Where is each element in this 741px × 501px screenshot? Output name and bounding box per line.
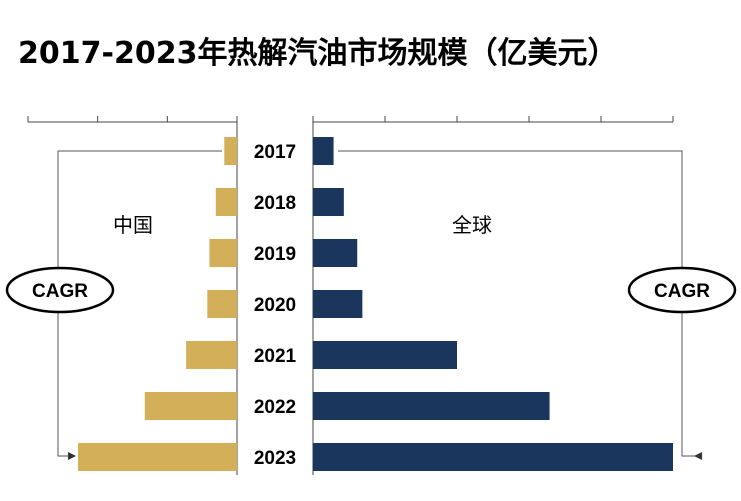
year-label-2020: 2020 — [254, 295, 296, 316]
bar-global-2020 — [313, 290, 363, 318]
bar-global-2022 — [313, 392, 550, 420]
year-label-2019: 2019 — [254, 244, 296, 265]
bar-china-2023 — [78, 443, 237, 471]
bar-china-2021 — [186, 341, 237, 369]
bar-china-2019 — [209, 239, 237, 267]
china-bars — [78, 137, 237, 471]
bar-global-2018 — [313, 188, 344, 216]
year-label-2023: 2023 — [254, 448, 296, 469]
bar-global-2023 — [313, 443, 673, 471]
bar-china-2020 — [207, 290, 237, 318]
bar-china-2018 — [215, 188, 237, 216]
cagr-right-label: CAGR — [654, 281, 710, 302]
cagr-left-arrow-icon — [68, 452, 76, 460]
series-label-global: 全球 — [452, 213, 492, 237]
series-label-china: 中国 — [113, 213, 153, 237]
global-bars — [313, 137, 673, 471]
bar-global-2019 — [313, 239, 358, 267]
bar-china-2022 — [144, 392, 237, 420]
bar-global-2021 — [313, 341, 457, 369]
chart-title: 2017-2023年热解汽油市场规模（亿美元） — [18, 36, 618, 71]
year-label-2021: 2021 — [254, 346, 297, 367]
cagr-right-bracket: CAGR — [338, 150, 737, 460]
cagr-left-ellipse — [5, 266, 115, 314]
bar-china-2017 — [224, 137, 237, 165]
year-label-2017: 2017 — [254, 142, 296, 163]
cagr-right-ellipse — [627, 266, 737, 314]
cagr-left-label: CAGR — [32, 281, 88, 302]
cagr-left-bracket: CAGR — [5, 150, 222, 460]
year-labels: 2017 2018 2019 2020 2021 2022 2023 — [254, 142, 297, 469]
bar-global-2017 — [313, 137, 334, 165]
year-label-2018: 2018 — [254, 193, 296, 214]
year-label-2022: 2022 — [254, 397, 296, 418]
cagr-right-arrow-icon — [694, 452, 702, 460]
